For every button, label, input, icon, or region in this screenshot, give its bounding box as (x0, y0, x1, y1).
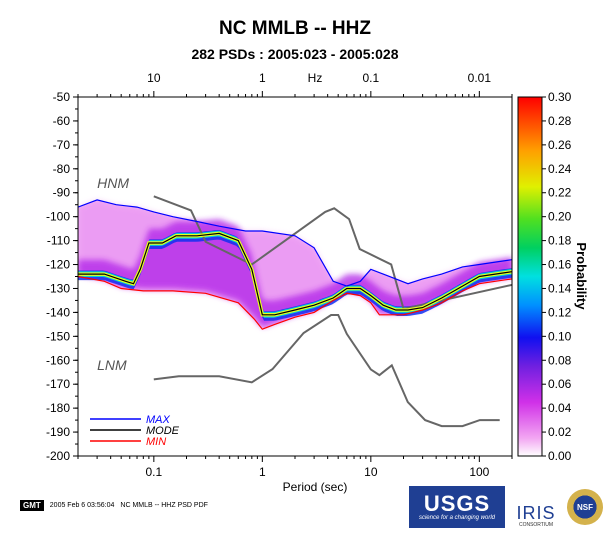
legend-label-max: MAX (146, 414, 171, 426)
usgs-logo-text: USGS (423, 491, 491, 516)
x2-tick-label: 0.01 (468, 71, 492, 85)
y-tick-label: -170 (46, 377, 70, 391)
y-tick-label: -100 (46, 210, 70, 224)
iris-logo-text: IRIS (516, 503, 556, 523)
legend-label-mode: MODE (146, 425, 180, 437)
usgs-logo-tagline: science for a changing world (418, 515, 496, 521)
y-tick-label: -150 (46, 329, 70, 343)
colorbar-tick-label: 0.10 (548, 329, 572, 343)
x-axis-label: Period (sec) (283, 480, 348, 494)
footer-timestamp: 2005 Feb 6 03:56:04 (49, 502, 115, 509)
colorbar-tick-label: 0.28 (548, 114, 572, 128)
y-tick-label: -180 (46, 401, 70, 415)
annotations: HNM LNM (97, 175, 129, 373)
y-tick-label: -50 (53, 90, 71, 104)
gmt-badge: GMT (20, 500, 44, 511)
chart-subtitle: 282 PSDs : 2005:023 - 2005:028 (191, 46, 398, 62)
x-tick-label: 1 (259, 465, 266, 479)
series-mode (78, 232, 512, 316)
x-axis-period: 0.1 1 10 100 (77, 456, 513, 479)
chart-title: NC MMLB -- HHZ (219, 18, 371, 39)
legend-label-min: MIN (146, 436, 166, 448)
y-tick-label: -140 (46, 305, 70, 319)
y-tick-label: -60 (53, 114, 71, 128)
x2-axis-label: Hz (308, 71, 323, 85)
nsf-logo: NSF (567, 489, 603, 525)
x-tick-label: 0.1 (145, 465, 162, 479)
y-tick-label: -120 (46, 258, 70, 272)
y-tick-label: -190 (46, 425, 70, 439)
colorbar-tick-label: 0.20 (548, 210, 572, 224)
colorbar-tick-label: 0.14 (548, 281, 572, 295)
annotation-hnm: HNM (97, 175, 129, 191)
x-tick-label: 100 (469, 465, 489, 479)
x2-tick-label: 0.1 (362, 71, 379, 85)
series-max (78, 199, 512, 287)
colorbar-tick-label: 0.02 (548, 425, 572, 439)
colorbar-tick-label: 0.26 (548, 138, 572, 152)
x-axis-frequency: 10 1 0.1 0.01 (77, 71, 513, 97)
logo-strip: USGS science for a changing world IRIS C… (409, 486, 603, 528)
colorbar (517, 96, 543, 457)
density-band-high (78, 219, 512, 327)
y-axis: -50 -60 -70 -80 -90 -100 -110 -120 -130 -140 -150 -… (46, 90, 78, 463)
iris-logo-sub: CONSORTIUM (518, 522, 554, 528)
colorbar-tick-label: 0.30 (548, 90, 572, 104)
y-tick-label: -70 (53, 138, 71, 152)
footer: GMT 2005 Feb 6 03:56:04 NC MMLB -- HHZ P… (20, 500, 208, 511)
y-tick-label: -200 (46, 449, 70, 463)
colorbar-tick-label: 0.22 (548, 186, 572, 200)
annotation-lnm: LNM (97, 357, 127, 373)
x2-tick-label: 10 (147, 71, 161, 85)
colorbar-tick-label: 0.06 (548, 377, 572, 391)
colorbar-axis: 0.00 0.02 0.04 0.06 0.08 0.10 0.12 0.14 0.16 0.18… (542, 90, 572, 463)
y-tick-label: -130 (46, 281, 70, 295)
colorbar-label: Probability (574, 242, 589, 310)
footer-caption: NC MMLB -- HHZ PSD PDF (120, 502, 208, 509)
curve-lnm (153, 314, 500, 428)
colorbar-tick-label: 0.12 (548, 305, 572, 319)
usgs-logo: USGS science for a changing world (409, 486, 505, 528)
y-tick-label: -160 (46, 353, 70, 367)
x-tick-label: 10 (364, 465, 378, 479)
colorbar-tick-label: 0.00 (548, 449, 572, 463)
colorbar-tick-label: 0.18 (548, 234, 572, 248)
y-tick-label: -90 (53, 186, 71, 200)
colorbar-tick-label: 0.24 (548, 162, 572, 176)
colorbar-tick-label: 0.16 (548, 258, 572, 272)
nsf-logo-text: NSF (577, 502, 593, 512)
colorbar-tick-label: 0.08 (548, 353, 572, 367)
x2-tick-label: 1 (259, 71, 266, 85)
y-tick-label: -110 (47, 234, 70, 248)
y-tick-label: -80 (53, 162, 71, 176)
psd-probability-density (78, 200, 512, 329)
iris-logo: IRIS CONSORTIUM (511, 486, 561, 528)
statistic-curves (78, 199, 512, 330)
colorbar-tick-label: 0.04 (548, 401, 572, 415)
series-min (78, 275, 512, 330)
